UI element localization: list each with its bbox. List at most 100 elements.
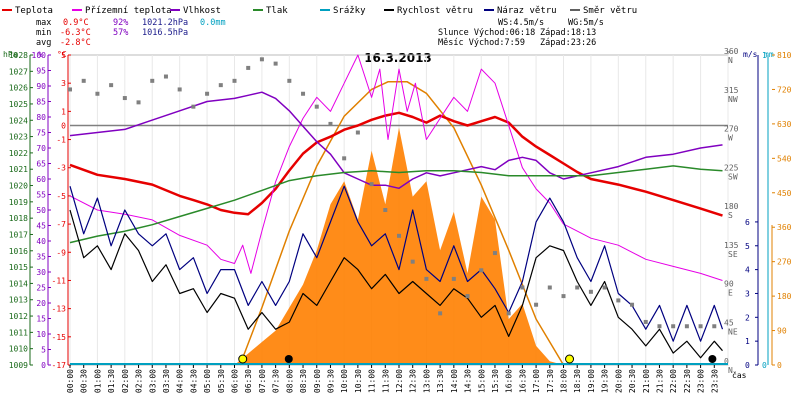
dir-point [95, 91, 100, 96]
axis-label-solar: 180 [777, 292, 792, 301]
axis-label-press: 1015 [9, 263, 28, 272]
x-tick-label: 00:00 [66, 369, 75, 393]
x-tick-label: 23:30 [710, 369, 719, 393]
axis-label-press: 1026 [9, 84, 28, 93]
axis-label-temp: -11 [52, 276, 67, 285]
sun-rise: Slunce Východ:06:18 [438, 28, 535, 38]
axis-label-temp: -3 [56, 164, 66, 173]
axis-label-hum: 40 [36, 237, 46, 246]
axis-label-hum: 60 [36, 175, 46, 184]
axis-label-hum: 55 [36, 191, 46, 200]
x-tick-label: 11:30 [381, 369, 390, 393]
axis-label-hum: 30 [36, 268, 46, 277]
axis-label-wind: 1 [745, 337, 750, 346]
x-tick-label: 18:30 [573, 369, 582, 393]
dir-point [205, 91, 210, 96]
axis-label-hum: 15 [36, 315, 46, 324]
legend-label-press: Tlak [266, 6, 288, 16]
stat-max-temp: 0.9°C [63, 18, 89, 28]
solar-theoretical-line [239, 81, 565, 366]
axis-label-dir: 45 [724, 318, 734, 327]
axis-label-hum: 85 [36, 98, 46, 107]
axis-label-solar: 540 [777, 154, 792, 163]
dir-point [643, 319, 648, 324]
dir-point [698, 324, 703, 329]
dir-point [369, 182, 374, 187]
stat-min-label: min [36, 28, 51, 38]
axis-label-temp: 3 [61, 79, 66, 88]
dir-point [397, 233, 401, 238]
axis-label-compass: N [728, 56, 733, 65]
axis-label-hum: 35 [36, 253, 46, 262]
axis-label-hum: 65 [36, 160, 46, 169]
axis-label-temp: -13 [52, 305, 67, 314]
axis-label-rain: 1 [762, 51, 767, 60]
x-tick-label: 22:30 [683, 369, 692, 393]
sun-set: Západ:18:13 [540, 28, 596, 38]
axis-label-solar: 270 [777, 258, 792, 267]
series-dir [68, 57, 717, 329]
legend-label-gust: Náraz větru [497, 6, 557, 16]
x-tick-label: 16:30 [518, 369, 527, 393]
dir-point [328, 121, 333, 126]
axis-label-press: 1019 [9, 198, 28, 207]
x-tick-label: 01:30 [107, 369, 116, 393]
x-tick-label: 07:30 [272, 369, 281, 393]
legend-item-wind: Rychlost větru [384, 6, 473, 16]
x-tick-label: 14:00 [450, 369, 459, 393]
axis-label-dir: 135 [724, 241, 739, 250]
axis-label-compass: N [728, 366, 733, 375]
moonset-marker [708, 355, 717, 363]
axis-label-hum: 95 [36, 67, 46, 76]
axis-label-hum: 90 [36, 82, 46, 91]
axis-label-temp: 5 [61, 51, 66, 60]
stat-min-hum: 57% [113, 28, 128, 38]
unit-rain: mm [764, 50, 774, 59]
x-tick-label: 01:00 [93, 369, 102, 393]
dir-point [506, 311, 511, 316]
dir-point [588, 289, 593, 294]
x-tick-label: 03:30 [162, 369, 171, 393]
axis-label-hum: 45 [36, 222, 46, 231]
dir-point [479, 268, 484, 273]
dir-point [616, 298, 621, 303]
axes: 1009101010111012101310141015101610171018… [9, 47, 792, 375]
x-tick-label: 16:00 [505, 369, 514, 393]
dir-point [109, 83, 114, 88]
axis-label-temp: -17 [52, 361, 67, 370]
axis-label-temp: -1 [56, 136, 66, 145]
legend-label-feel: Přízemní teplota [85, 6, 172, 16]
dir-point [218, 83, 223, 88]
dir-point [630, 302, 635, 307]
axis-label-wind: 0 [745, 361, 750, 370]
x-tick-label: 14:30 [464, 369, 473, 393]
wind-ws: WS:4.5m/s [498, 18, 544, 28]
axis-label-hum: 50 [36, 206, 46, 215]
axis-label-solar: 360 [777, 223, 792, 232]
x-tick-label: 19:30 [601, 369, 610, 393]
x-tick-label: 12:00 [395, 369, 404, 393]
axis-label-press: 1017 [9, 230, 28, 239]
dir-point [671, 324, 676, 329]
dir-point [492, 251, 497, 256]
axis-label-press: 1027 [9, 67, 28, 76]
dir-point [232, 78, 237, 83]
legend-item-gust: Náraz větru [484, 6, 557, 16]
axis-label-hum: 10 [36, 330, 46, 339]
axis-label-compass: S [728, 211, 733, 220]
axis-label-press: 1010 [9, 345, 28, 354]
dir-point [657, 324, 662, 329]
stat-min-temp: -6.3°C [60, 28, 91, 38]
axis-label-temp: -9 [56, 248, 66, 257]
axis-label-dir: 180 [724, 202, 739, 211]
x-tick-label: 20:00 [614, 369, 623, 393]
x-tick-label: 09:30 [326, 369, 335, 393]
unit-wind: m/s [743, 50, 758, 59]
dir-point [259, 57, 264, 62]
moonrise-marker [284, 355, 293, 363]
x-tick-label: 23:00 [697, 369, 706, 393]
dir-point [575, 285, 580, 290]
axis-label-press: 1013 [9, 296, 28, 305]
axis-label-hum: 20 [36, 299, 46, 308]
